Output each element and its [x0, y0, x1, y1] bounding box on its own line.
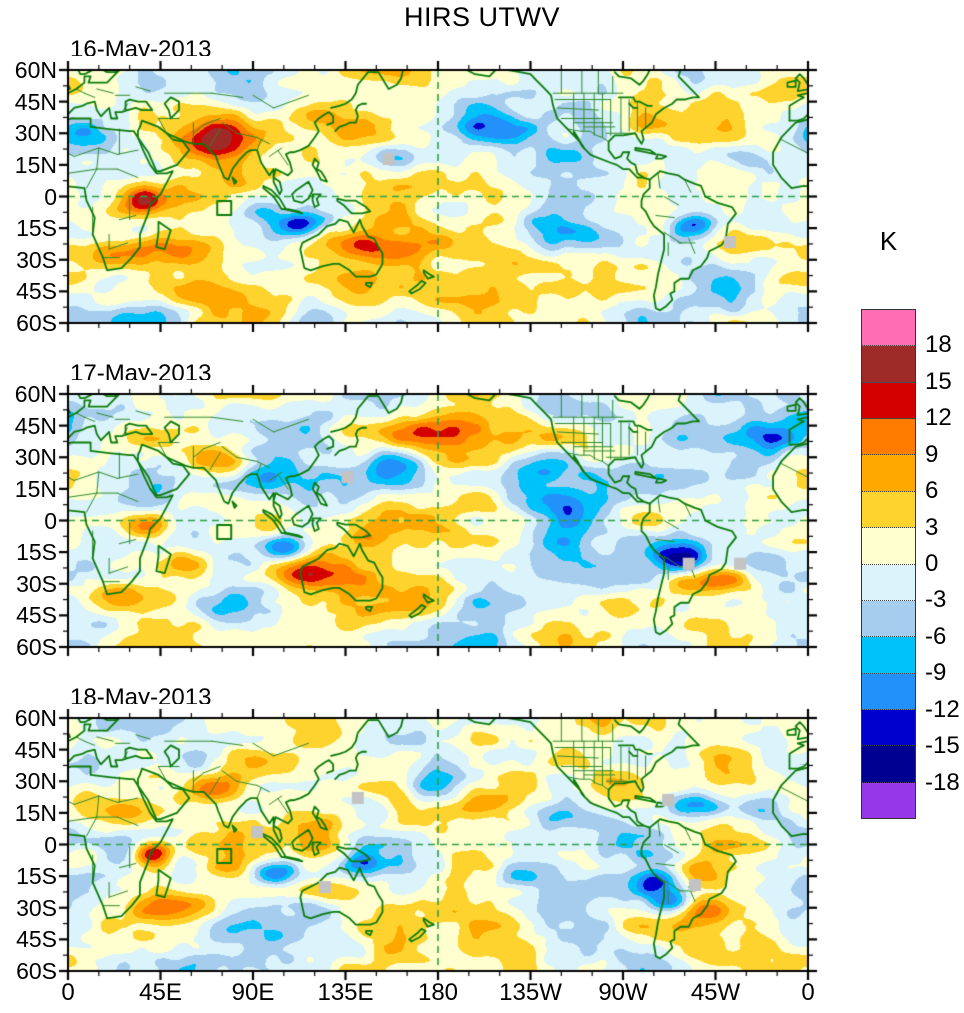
- colorbar-cell: [862, 382, 915, 420]
- colorbar-tick-label: -12: [925, 696, 960, 723]
- colorbar-cell: [862, 491, 915, 529]
- lat-tick-label: 45N: [14, 737, 57, 763]
- colorbar-cell: [862, 310, 915, 347]
- colorbar-cell: [862, 746, 915, 783]
- lat-tick-label: 60S: [16, 958, 57, 984]
- lat-tick-label: 15S: [16, 863, 57, 889]
- lon-tick-label: 135W: [499, 979, 562, 1006]
- lat-tick-label: 60S: [16, 310, 57, 336]
- lat-tick-label: 60N: [14, 381, 57, 407]
- lat-tick-label: 15S: [16, 539, 57, 565]
- colorbar-tick-label: -6: [925, 623, 947, 650]
- lat-tick-label: 30S: [16, 571, 57, 597]
- lat-tick-label: 15N: [14, 800, 57, 826]
- lon-tick-label: 45W: [690, 979, 741, 1006]
- colorbar-tick-labels: 18 15 12 9 6 3 0 -3 -6 -9 -12 -15 -18: [925, 309, 964, 819]
- lat-tick-label: 0: [44, 832, 57, 858]
- lat-tick-label: 15N: [14, 152, 57, 178]
- lon-tick-label: 45E: [139, 979, 182, 1006]
- colorbar-cell: [862, 709, 915, 747]
- colorbar-unit-label: K: [879, 226, 898, 256]
- colorbar-tick-label: -15: [925, 732, 960, 759]
- colorbar-cell: [862, 600, 915, 638]
- lat-tick-label: 45S: [16, 278, 57, 304]
- lat-tick-label: 15N: [14, 476, 57, 502]
- lon-tick-label: 180: [417, 979, 459, 1006]
- map-canvas-18-may: [54, 704, 822, 985]
- lat-tick-label: 45S: [16, 926, 57, 952]
- lat-tick-label: 30S: [16, 895, 57, 921]
- lat-tick-label: 30S: [16, 247, 57, 273]
- lat-tick-label: 45S: [16, 602, 57, 628]
- colorbar-tick-label: 6: [925, 477, 939, 504]
- colorbar-cell: [862, 564, 915, 601]
- lat-tick-label: 0: [44, 508, 57, 534]
- lat-tick-label: 60N: [14, 57, 57, 83]
- colorbar-cell: [862, 346, 915, 383]
- lon-tick-label: 90W: [598, 979, 648, 1006]
- figure-title: HIRS UTWV: [404, 2, 560, 32]
- colorbar-tick-label: 18: [925, 331, 952, 358]
- colorbar-cell: [862, 637, 915, 674]
- lat-tick-label: 30N: [14, 120, 57, 146]
- colorbar-cell: [862, 528, 915, 565]
- lat-tick-label: 45N: [14, 413, 57, 439]
- colorbar-tick-label: -9: [925, 659, 947, 686]
- lon-tick-label: 0: [61, 979, 75, 1006]
- colorbar-cell: [862, 782, 915, 819]
- lat-tick-label: 45N: [14, 89, 57, 115]
- colorbar-tick-label: -18: [925, 769, 960, 796]
- panel-1-lat-axis: 60N 45N 30N 15N 0 15S 30S 45S 60S: [0, 58, 60, 335]
- map-canvas-17-may: [54, 380, 822, 661]
- lat-tick-label: 0: [44, 184, 57, 210]
- panel-2-lat-axis: 60N 45N 30N 15N 0 15S 30S 45S 60S: [0, 382, 60, 659]
- lon-tick-label: 135E: [317, 979, 374, 1006]
- lon-axis: 0 45E 90E 135E 180 135W 90W 45W 0: [61, 979, 814, 1010]
- lat-tick-label: 15S: [16, 215, 57, 241]
- colorbar-cell: [862, 419, 915, 456]
- lat-tick-label: 60N: [14, 705, 57, 731]
- lat-tick-label: 30N: [14, 768, 57, 794]
- colorbar-cell: [862, 673, 915, 710]
- colorbar-cell: [862, 455, 915, 492]
- lat-tick-label: 60S: [16, 634, 57, 660]
- colorbar-tick-label: 3: [925, 514, 939, 541]
- colorbar-tick-label: -3: [925, 586, 947, 613]
- lon-tick-label: 0: [801, 979, 815, 1006]
- colorbar-tick-label: 12: [925, 404, 952, 431]
- lon-tick-label: 90E: [231, 979, 275, 1006]
- colorbar: [861, 309, 916, 819]
- colorbar-tick-label: 9: [925, 441, 939, 468]
- panel-3-lat-axis: 60N 45N 30N 15N 0 15S 30S 45S 60S: [0, 706, 60, 983]
- colorbar-tick-label: 15: [925, 368, 952, 395]
- map-canvas-16-may: [54, 56, 822, 337]
- lat-tick-label: 30N: [14, 444, 57, 470]
- colorbar-tick-label: 0: [925, 550, 939, 577]
